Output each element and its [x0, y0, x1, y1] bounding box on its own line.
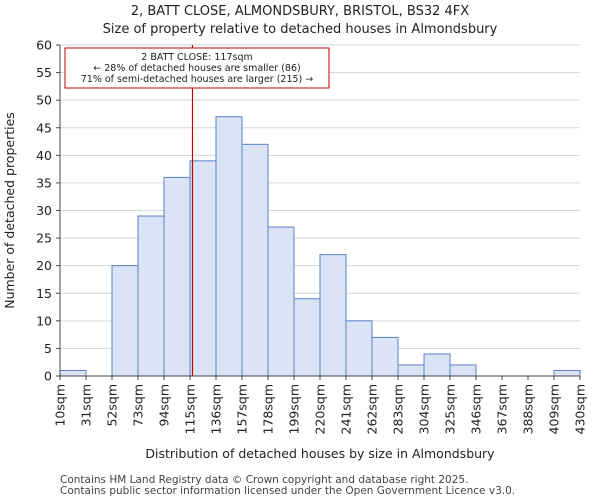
y-ticks: 0 5 10 15 20 25 30 35 40 45 50 55 60 [36, 38, 60, 384]
y-tick-label: 15 [36, 286, 52, 301]
bar [163, 176, 191, 377]
bar [111, 265, 139, 377]
y-tick-label: 60 [36, 38, 52, 53]
x-tick-label: 157sqm [235, 384, 250, 434]
chart-subtitle: Size of property relative to detached ho… [102, 22, 498, 37]
x-axis-label: Distribution of detached houses by size … [145, 446, 495, 461]
x-tick-label: 94sqm [157, 384, 172, 427]
chart-title: 2, BATT CLOSE, ALMONDSBURY, BRISTOL, BS3… [130, 4, 470, 19]
y-tick-label: 40 [36, 148, 52, 163]
y-axis-label: Number of detached properties [2, 112, 17, 309]
x-tick-label: 52sqm [105, 384, 120, 427]
y-tick-label: 55 [36, 65, 52, 80]
x-tick-label: 115sqm [183, 384, 198, 434]
bar [137, 215, 165, 377]
annotation-box: 2 BATT CLOSE: 117sqm ← 28% of detached h… [64, 47, 330, 89]
y-tick-label: 35 [36, 175, 52, 190]
y-tick-label: 10 [36, 313, 52, 328]
y-tick-label: 0 [44, 369, 52, 384]
x-tick-label: 262sqm [365, 384, 380, 434]
y-tick-label: 45 [36, 120, 52, 135]
x-tick-label: 136sqm [209, 384, 224, 434]
bar [59, 369, 87, 377]
bar [449, 364, 477, 377]
x-tick-label: 241sqm [339, 384, 354, 434]
bar [397, 364, 425, 377]
x-tick-label: 346sqm [469, 384, 484, 434]
x-tick-label: 220sqm [313, 384, 328, 434]
histogram-chart: 0 5 10 15 20 25 30 35 40 45 50 55 60 10sqm 31sqm 52sqm… [2, 38, 588, 462]
bar [215, 116, 243, 377]
bars [59, 116, 581, 377]
x-tick-label: 283sqm [391, 384, 406, 434]
bar [371, 336, 399, 377]
y-tick-label: 50 [36, 93, 52, 108]
x-tick-label: 304sqm [417, 384, 432, 434]
x-tick-label: 178sqm [261, 384, 276, 434]
annotation-line-2: ← 28% of detached houses are smaller (86… [93, 63, 300, 74]
bar [189, 160, 217, 377]
x-tick-label: 388sqm [521, 384, 536, 434]
footer-line-1: Contains HM Land Registry data © Crown c… [60, 474, 469, 486]
y-tick-label: 5 [44, 341, 52, 356]
x-tick-label: 430sqm [573, 384, 588, 434]
x-tick-label: 73sqm [131, 384, 146, 427]
bar [241, 143, 269, 377]
x-tick-label: 325sqm [443, 384, 458, 434]
x-tick-label: 31sqm [79, 384, 94, 427]
x-ticks: 10sqm 31sqm 52sqm 73sqm 94sqm 115sqm 136sqm 157… [53, 376, 588, 434]
y-tick-label: 25 [36, 231, 52, 246]
bar [553, 369, 581, 377]
x-tick-label: 199sqm [287, 384, 302, 434]
x-tick-label: 409sqm [547, 384, 562, 434]
bar [319, 254, 347, 377]
bar [267, 226, 295, 377]
annotation-line-3: 71% of semi-detached houses are larger (… [81, 74, 314, 85]
annotation-line-1: 2 BATT CLOSE: 117sqm [141, 52, 253, 63]
x-tick-label: 367sqm [495, 384, 510, 434]
bar [423, 353, 451, 377]
y-tick-label: 30 [36, 203, 52, 218]
footer-line-2: Contains public sector information licen… [60, 485, 516, 497]
y-tick-label: 20 [36, 258, 52, 273]
bar [293, 298, 321, 377]
x-tick-label: 10sqm [53, 384, 68, 427]
bar [345, 320, 373, 377]
